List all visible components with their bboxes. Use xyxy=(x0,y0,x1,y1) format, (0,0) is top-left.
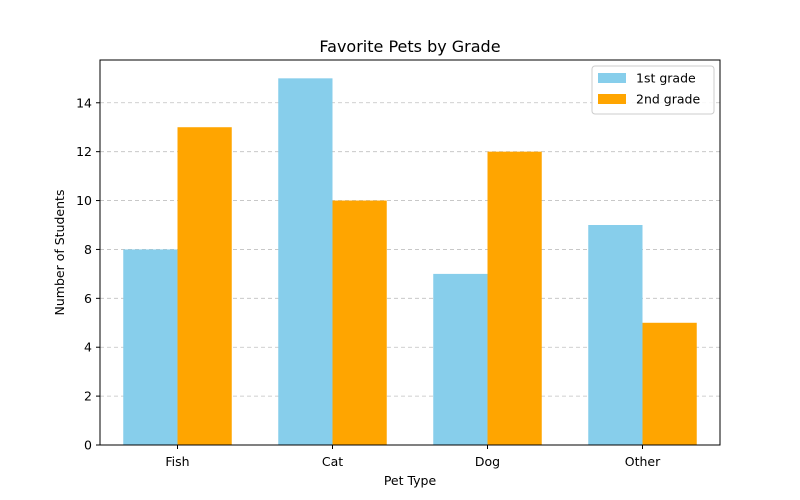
y-tick-label: 4 xyxy=(84,340,92,355)
y-axis-label: Number of Students xyxy=(52,190,67,316)
x-tick-label-dog: Dog xyxy=(475,454,500,469)
bar-1st-grade-fish xyxy=(123,249,178,445)
plot-frame xyxy=(99,59,721,446)
legend: 1st grade 2nd grade xyxy=(591,65,715,115)
x-tick-label-fish: Fish xyxy=(165,454,189,469)
x-axis-ticks: Fish Cat Dog Other xyxy=(165,445,661,469)
y-tick-label: 12 xyxy=(76,144,92,159)
legend-swatch-2nd-grade xyxy=(598,94,626,104)
y-axis-ticks: 0 2 4 6 8 10 12 14 xyxy=(76,95,100,453)
legend-label-2nd-grade: 2nd grade xyxy=(636,92,700,107)
y-tick-label: 8 xyxy=(84,242,92,257)
bar-1st-grade-other xyxy=(588,225,643,445)
x-tick-label-cat: Cat xyxy=(322,454,343,469)
bars xyxy=(123,78,697,445)
bar-2nd-grade-fish xyxy=(177,127,232,445)
y-tick-label: 6 xyxy=(84,291,92,306)
bar-2nd-grade-dog xyxy=(487,151,542,445)
legend-label-1st-grade: 1st grade xyxy=(636,71,696,86)
chart-title: Favorite Pets by Grade xyxy=(319,37,500,56)
y-tick-label: 2 xyxy=(84,389,92,404)
x-axis-label: Pet Type xyxy=(384,473,437,488)
y-tick-label: 0 xyxy=(84,438,92,453)
y-tick-label: 10 xyxy=(76,193,92,208)
bar-1st-grade-dog xyxy=(433,273,488,445)
x-tick-label-other: Other xyxy=(625,454,661,469)
grid-lines xyxy=(100,102,720,397)
y-tick-label: 14 xyxy=(76,95,92,110)
bar-2nd-grade-other xyxy=(642,322,697,445)
bar-2nd-grade-cat xyxy=(332,200,387,445)
legend-swatch-1st-grade xyxy=(598,73,626,83)
bar-1st-grade-cat xyxy=(278,78,333,445)
